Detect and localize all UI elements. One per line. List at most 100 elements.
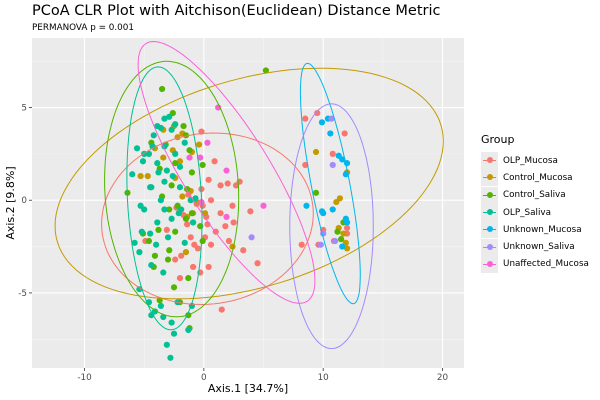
point-olp-mucosa: [230, 219, 237, 226]
legend-label: Control_Mucosa: [503, 172, 573, 183]
point-olp-saliva: [163, 341, 170, 348]
x-tick-label: 0: [201, 373, 207, 383]
point-control-saliva: [180, 122, 187, 130]
point-control-mucosa: [137, 173, 144, 180]
point-control-saliva: [166, 206, 173, 213]
point-control-mucosa: [340, 230, 347, 237]
legend-key-icon: [481, 186, 498, 204]
legend-key-icon: [481, 169, 498, 187]
point-control-mucosa: [343, 245, 351, 252]
point-olp-mucosa: [207, 241, 215, 248]
point-olp-saliva: [176, 184, 184, 191]
point-olp-mucosa: [163, 226, 170, 233]
point-olp-saliva: [137, 202, 144, 209]
point-olp-saliva: [138, 228, 145, 235]
legend-item-olp-mucosa: OLP_Mucosa: [481, 152, 589, 170]
point-unknown-mucosa: [329, 206, 336, 213]
point-olp-saliva: [154, 160, 161, 167]
legend-label: OLP_Mucosa: [503, 155, 558, 166]
point-olp-saliva: [170, 330, 178, 337]
point-olp-saliva: [161, 206, 168, 213]
group-ellipses: [54, 40, 444, 350]
point-olp-saliva: [136, 286, 143, 293]
point-olp-saliva: [154, 122, 161, 130]
legend-item-control-saliva: Control_Saliva: [481, 186, 589, 204]
point-olp-mucosa: [224, 180, 231, 187]
legend-item-olp-saliva: OLP_Saliva: [481, 204, 589, 222]
point-control-mucosa: [229, 243, 236, 250]
point-olp-mucosa: [178, 252, 185, 259]
legend-label: Control_Saliva: [503, 190, 566, 201]
point-olp-mucosa: [302, 161, 309, 169]
point-olp-saliva: [160, 269, 167, 276]
point-olp-saliva: [181, 139, 188, 146]
y-tick-label: 5: [21, 104, 27, 114]
point-unknown-mucosa: [339, 243, 346, 250]
point-unknown-saliva: [329, 161, 336, 169]
point-olp-mucosa: [211, 158, 218, 165]
plot-panel: [32, 38, 464, 368]
point-control-mucosa: [179, 193, 186, 200]
ellipse-olp-mucosa: [101, 132, 314, 306]
point-olp-saliva: [163, 167, 170, 174]
legend-item-control-mucosa: Control_Mucosa: [481, 169, 589, 187]
legend-item-unaffected-mucosa: Unaffected_Mucosa: [481, 255, 589, 273]
point-olp-saliva: [154, 219, 161, 226]
point-olp-mucosa: [190, 263, 197, 271]
point-olp-mucosa: [172, 256, 179, 263]
point-control-saliva: [337, 236, 345, 243]
y-tick-label: -5: [18, 289, 27, 299]
point-olp-saliva: [176, 163, 184, 170]
point-olp-saliva: [168, 126, 175, 133]
point-olp-mucosa: [207, 197, 215, 204]
chart-title: PCoA CLR Plot with Aitchison(Euclidean) …: [32, 3, 441, 19]
legend-label: Unaffected_Mucosa: [503, 259, 589, 270]
point-olp-saliva: [155, 169, 162, 176]
axes: -10 0 10 20 -5 0 5: [18, 104, 448, 383]
legend-key-icon: [481, 152, 498, 170]
point-control-saliva: [185, 274, 192, 282]
point-olp-mucosa: [240, 247, 247, 254]
point-unaffected-mucosa: [204, 139, 211, 146]
point-olp-saliva: [190, 219, 197, 226]
point-control-saliva: [199, 161, 206, 169]
point-control-mucosa: [182, 249, 190, 256]
point-unknown-saliva: [248, 234, 255, 241]
point-control-saliva: [262, 67, 270, 74]
point-olp-saliva: [136, 249, 143, 256]
point-unaffected-mucosa: [260, 202, 267, 209]
point-olp-mucosa: [176, 274, 184, 282]
point-olp-mucosa: [314, 109, 321, 117]
y-tick-label: 0: [21, 196, 27, 206]
point-olp-mucosa: [225, 237, 233, 245]
point-control-mucosa: [195, 141, 203, 148]
point-olp-mucosa: [229, 202, 236, 209]
point-olp-mucosa: [218, 306, 225, 313]
point-olp-saliva: [181, 239, 188, 246]
point-control-mucosa: [201, 210, 209, 217]
point-control-saliva: [168, 182, 175, 189]
point-unknown-mucosa: [303, 202, 310, 209]
point-olp-saliva: [133, 145, 141, 152]
point-olp-saliva: [148, 262, 155, 269]
point-olp-saliva: [157, 302, 164, 309]
point-control-saliva: [182, 215, 190, 222]
point-olp-saliva: [129, 171, 136, 178]
point-unknown-saliva: [317, 241, 324, 248]
point-unknown-mucosa: [320, 210, 327, 217]
point-olp-saliva: [150, 132, 157, 139]
point-olp-mucosa: [194, 245, 201, 252]
point-control-saliva: [334, 228, 341, 235]
legend: Group OLP_Mucosa Control_Mucosa Control_Sa…: [481, 133, 589, 273]
point-control-saliva: [172, 160, 179, 167]
point-olp-saliva: [161, 178, 168, 185]
point-unknown-mucosa: [343, 219, 351, 226]
legend-label: Unknown_Saliva: [503, 242, 575, 253]
point-unknown-mucosa: [339, 156, 346, 163]
point-olp-saliva: [178, 206, 185, 213]
legend-label: Unknown_Mucosa: [503, 224, 582, 235]
point-olp-mucosa: [247, 208, 254, 215]
point-olp-saliva: [167, 354, 174, 361]
point-olp-mucosa: [217, 210, 224, 217]
point-unknown-saliva: [328, 115, 335, 122]
